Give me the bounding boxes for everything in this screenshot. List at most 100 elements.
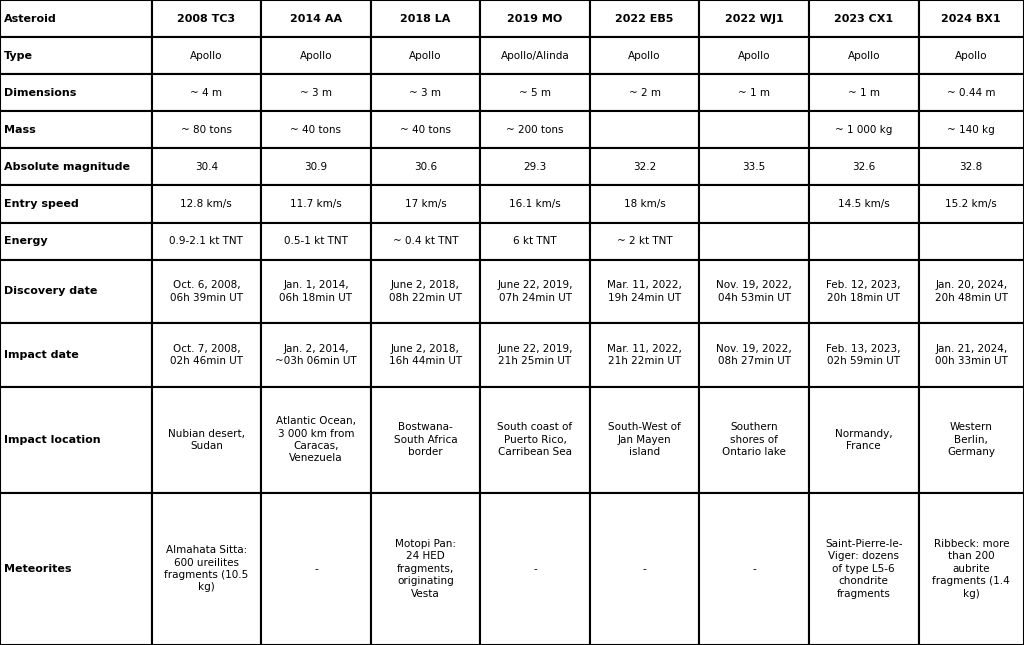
Bar <box>590 74 699 111</box>
Bar <box>152 37 261 74</box>
Bar <box>371 185 480 223</box>
Bar <box>590 493 699 645</box>
Text: Oct. 7, 2008,
02h 46min UT: Oct. 7, 2008, 02h 46min UT <box>170 344 243 366</box>
Text: Apollo: Apollo <box>410 50 441 61</box>
Bar <box>152 74 261 111</box>
Text: 2023 CX1: 2023 CX1 <box>835 14 893 23</box>
Bar <box>0 493 152 645</box>
Text: Discovery date: Discovery date <box>4 286 97 296</box>
Bar <box>919 74 1024 111</box>
Bar <box>480 185 590 223</box>
Text: ~ 1 m: ~ 1 m <box>738 88 770 97</box>
Text: Entry speed: Entry speed <box>4 199 79 209</box>
Text: 15.2 km/s: 15.2 km/s <box>945 199 997 209</box>
Text: Jan. 20, 2024,
20h 48min UT: Jan. 20, 2024, 20h 48min UT <box>935 280 1008 303</box>
Bar <box>152 323 261 387</box>
Text: Saint-Pierre-le-
Viger: dozens
of type L5-6
chondrite
fragments: Saint-Pierre-le- Viger: dozens of type L… <box>825 539 902 599</box>
Bar <box>0 37 152 74</box>
Bar <box>261 74 371 111</box>
Text: Mass: Mass <box>4 124 36 135</box>
Text: 32.8: 32.8 <box>959 162 983 172</box>
Text: 2019 MO: 2019 MO <box>508 14 562 23</box>
Bar <box>590 37 699 74</box>
Bar <box>480 148 590 185</box>
Text: ~ 0.44 m: ~ 0.44 m <box>947 88 995 97</box>
Text: 14.5 km/s: 14.5 km/s <box>838 199 890 209</box>
Bar <box>480 111 590 148</box>
Bar <box>152 223 261 259</box>
Bar <box>590 111 699 148</box>
Text: 32.6: 32.6 <box>852 162 876 172</box>
Text: 32.2: 32.2 <box>633 162 656 172</box>
Bar <box>0 185 152 223</box>
Text: June 22, 2019,
07h 24min UT: June 22, 2019, 07h 24min UT <box>498 280 572 303</box>
Text: Mar. 11, 2022,
21h 22min UT: Mar. 11, 2022, 21h 22min UT <box>607 344 682 366</box>
Text: 18 km/s: 18 km/s <box>624 199 666 209</box>
Text: Jan. 21, 2024,
00h 33min UT: Jan. 21, 2024, 00h 33min UT <box>935 344 1008 366</box>
Bar <box>152 111 261 148</box>
Bar <box>809 0 919 37</box>
Text: 17 km/s: 17 km/s <box>404 199 446 209</box>
Bar <box>0 223 152 259</box>
Text: Nov. 19, 2022,
04h 53min UT: Nov. 19, 2022, 04h 53min UT <box>717 280 792 303</box>
Text: 6 kt TNT: 6 kt TNT <box>513 236 557 246</box>
Text: ~ 140 kg: ~ 140 kg <box>947 124 995 135</box>
Bar <box>261 148 371 185</box>
Text: -: - <box>534 564 537 574</box>
Text: Apollo: Apollo <box>738 50 770 61</box>
Text: Asteroid: Asteroid <box>4 14 56 23</box>
Bar <box>152 185 261 223</box>
Bar <box>371 223 480 259</box>
Bar <box>371 74 480 111</box>
Text: Energy: Energy <box>4 236 48 246</box>
Bar <box>0 323 152 387</box>
Text: 2014 AA: 2014 AA <box>290 14 342 23</box>
Bar <box>152 148 261 185</box>
Text: ~ 4 m: ~ 4 m <box>190 88 222 97</box>
Text: Oct. 6, 2008,
06h 39min UT: Oct. 6, 2008, 06h 39min UT <box>170 280 243 303</box>
Bar <box>261 323 371 387</box>
Bar <box>699 387 809 493</box>
Text: Jan. 1, 2014,
06h 18min UT: Jan. 1, 2014, 06h 18min UT <box>280 280 352 303</box>
Text: ~ 200 tons: ~ 200 tons <box>506 124 564 135</box>
Text: ~ 2 m: ~ 2 m <box>629 88 660 97</box>
Text: ~ 80 tons: ~ 80 tons <box>181 124 231 135</box>
Text: Apollo: Apollo <box>190 50 222 61</box>
Bar <box>480 74 590 111</box>
Text: Apollo: Apollo <box>955 50 987 61</box>
Bar <box>371 387 480 493</box>
Bar <box>371 37 480 74</box>
Bar <box>0 74 152 111</box>
Text: -: - <box>643 564 646 574</box>
Bar <box>261 387 371 493</box>
Text: 16.1 km/s: 16.1 km/s <box>509 199 561 209</box>
Bar <box>699 74 809 111</box>
Bar <box>480 323 590 387</box>
Bar <box>590 148 699 185</box>
Bar <box>699 223 809 259</box>
Text: Feb. 13, 2023,
02h 59min UT: Feb. 13, 2023, 02h 59min UT <box>826 344 901 366</box>
Bar <box>919 37 1024 74</box>
Text: 29.3: 29.3 <box>523 162 547 172</box>
Bar <box>0 0 152 37</box>
Text: Apollo/Alinda: Apollo/Alinda <box>501 50 569 61</box>
Text: ~ 2 kt TNT: ~ 2 kt TNT <box>616 236 673 246</box>
Text: 2024 BX1: 2024 BX1 <box>941 14 1001 23</box>
Text: Feb. 12, 2023,
20h 18min UT: Feb. 12, 2023, 20h 18min UT <box>826 280 901 303</box>
Text: ~ 0.4 kt TNT: ~ 0.4 kt TNT <box>393 236 458 246</box>
Bar <box>0 111 152 148</box>
Bar <box>699 111 809 148</box>
Bar <box>480 37 590 74</box>
Bar <box>371 0 480 37</box>
Text: 2008 TC3: 2008 TC3 <box>177 14 236 23</box>
Text: Normandy,
France: Normandy, France <box>835 428 893 451</box>
Text: ~ 40 tons: ~ 40 tons <box>400 124 451 135</box>
Text: June 22, 2019,
21h 25min UT: June 22, 2019, 21h 25min UT <box>498 344 572 366</box>
Bar <box>0 259 152 323</box>
Bar <box>152 493 261 645</box>
Text: Almahata Sitta:
600 ureilites
fragments (10.5
kg): Almahata Sitta: 600 ureilites fragments … <box>164 545 249 593</box>
Bar <box>371 111 480 148</box>
Bar <box>919 185 1024 223</box>
Bar <box>480 387 590 493</box>
Text: Meteorites: Meteorites <box>4 564 72 574</box>
